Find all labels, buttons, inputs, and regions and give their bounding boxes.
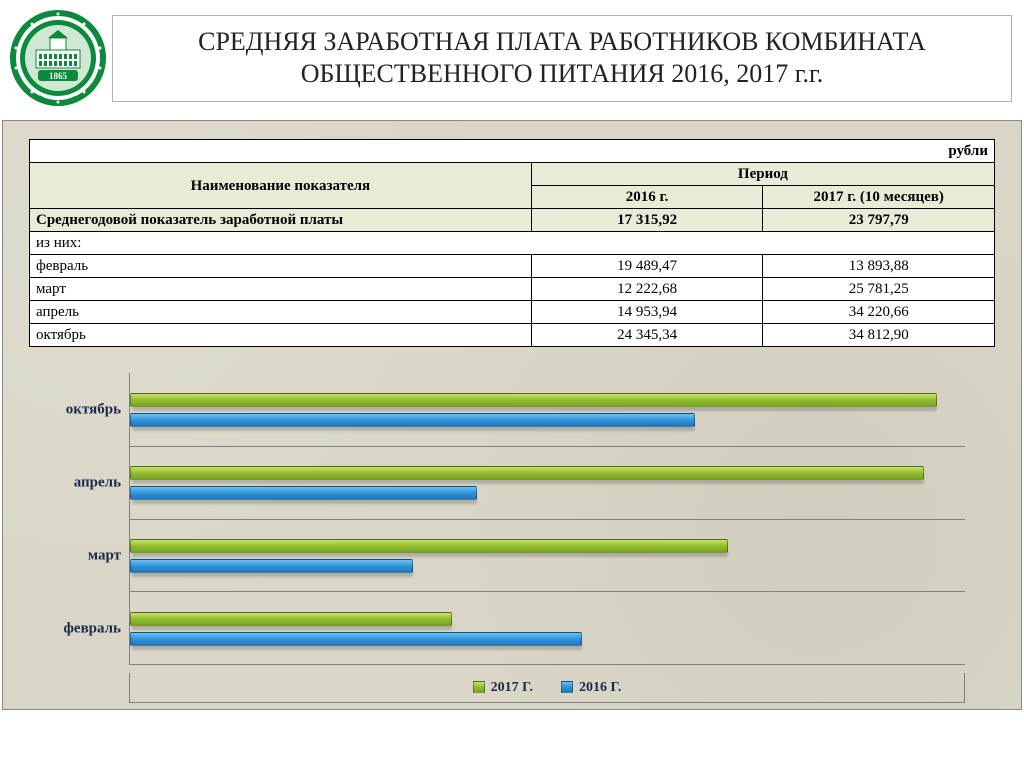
bar-2016	[130, 413, 695, 427]
col-2017: 2017 г. (10 месяцев)	[763, 186, 995, 209]
row-2017: 34 220,66	[763, 301, 995, 324]
row-2017: 34 812,90	[763, 324, 995, 347]
row-2016: 12 222,68	[531, 278, 763, 301]
legend-label-2016: 2016 Г.	[579, 680, 621, 695]
row-label: апрель	[30, 301, 532, 324]
chart-gridline	[130, 519, 965, 520]
chart-plot	[129, 373, 965, 665]
salary-chart: 2017 Г. 2016 Г. октябрь апрель март февраль	[59, 373, 975, 703]
table-row: февраль 19 489,47 13 893,88	[30, 255, 995, 278]
row-label: октябрь	[30, 324, 532, 347]
row-label: февраль	[30, 255, 532, 278]
bar-2017	[130, 393, 937, 407]
row-label: март	[30, 278, 532, 301]
legend-label-2017: 2017 Г.	[491, 680, 533, 695]
legend-item-2017: 2017 Г.	[473, 680, 533, 696]
bar-2017	[130, 466, 924, 480]
legend-swatch-2016	[561, 681, 573, 693]
page-title: СРЕДНЯЯ ЗАРАБОТНАЯ ПЛАТА РАБОТНИКОВ КОМБ…	[133, 26, 991, 91]
unit-label: рубли	[30, 140, 995, 163]
col-period: Период	[531, 163, 994, 186]
subhead-label: из них:	[30, 232, 995, 255]
bar-2017	[130, 539, 728, 553]
legend-item-2016: 2016 Г.	[561, 680, 621, 696]
avg-2016: 17 315,92	[531, 209, 763, 232]
subhead-row: из них:	[30, 232, 995, 255]
chart-y-label: март	[59, 547, 121, 564]
chart-gridline	[130, 446, 965, 447]
chart-y-label: апрель	[59, 474, 121, 491]
col-2016: 2016 г.	[531, 186, 763, 209]
table-row: март 12 222,68 25 781,25	[30, 278, 995, 301]
chart-legend: 2017 Г. 2016 Г.	[129, 673, 965, 703]
row-2017: 25 781,25	[763, 278, 995, 301]
bar-2016	[130, 559, 413, 573]
row-2017: 13 893,88	[763, 255, 995, 278]
avg-2017: 23 797,79	[763, 209, 995, 232]
row-2016: 14 953,94	[531, 301, 763, 324]
bar-2016	[130, 486, 477, 500]
unit-row: рубли	[30, 140, 995, 163]
avg-label: Среднегодовой показатель заработной плат…	[30, 209, 532, 232]
content-panel: рубли Наименование показателя Период 201…	[2, 120, 1022, 710]
table-row: октябрь 24 345,34 34 812,90	[30, 324, 995, 347]
title-box: СРЕДНЯЯ ЗАРАБОТНАЯ ПЛАТА РАБОТНИКОВ КОМБ…	[112, 15, 1012, 102]
bar-2017	[130, 612, 452, 626]
row-2016: 19 489,47	[531, 255, 763, 278]
col-indicator: Наименование показателя	[30, 163, 532, 209]
header-region: 1865 РГАУ · МСХА СРЕДНЯЯ ЗАРАБОТНАЯ ПЛАТ…	[0, 0, 1024, 120]
row-2016: 24 345,34	[531, 324, 763, 347]
chart-gridline	[130, 591, 965, 592]
chart-y-label: октябрь	[59, 401, 121, 418]
university-logo: 1865 РГАУ · МСХА	[8, 8, 108, 108]
legend-swatch-2017	[473, 681, 485, 693]
salary-table: рубли Наименование показателя Период 201…	[29, 139, 995, 347]
avg-row: Среднегодовой показатель заработной плат…	[30, 209, 995, 232]
logo-year: 1865	[49, 71, 68, 81]
bar-2016	[130, 632, 582, 646]
table-row: апрель 14 953,94 34 220,66	[30, 301, 995, 324]
chart-y-label: февраль	[59, 620, 121, 637]
